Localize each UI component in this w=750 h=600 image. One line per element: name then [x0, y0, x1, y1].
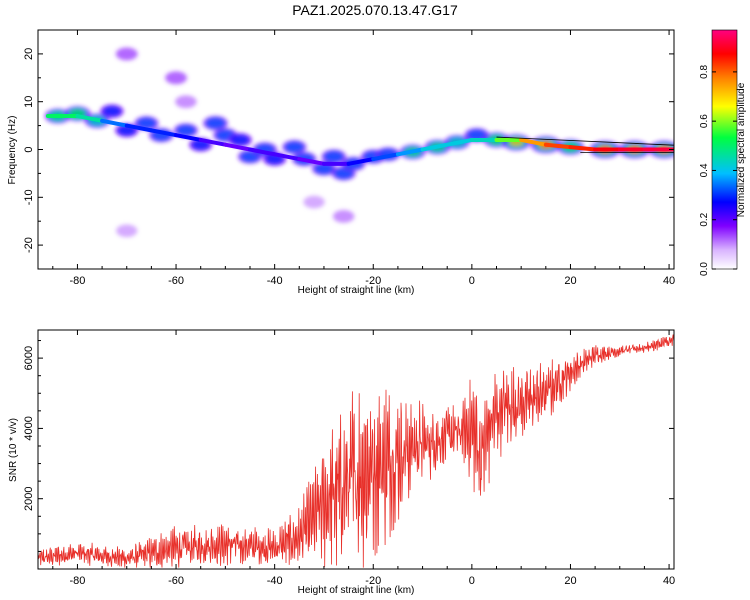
chart-title: PAZ1.2025.070.13.47.G17 — [292, 2, 458, 18]
y-tick-label: 4000 — [23, 416, 35, 440]
colorbar-tick-label: 0.2 — [699, 212, 710, 226]
heatmap-cell — [165, 71, 187, 85]
heatmap-cell — [175, 95, 197, 109]
ridge-segment — [395, 147, 425, 157]
ridge-segment — [100, 118, 129, 128]
colorbar-tick-label: 0.6 — [699, 114, 710, 128]
snr-panel: -80 -60 -40 -20 0 20 40 2000 4000 6000 Height of… — [8, 329, 675, 596]
heatmap-cell — [333, 167, 354, 180]
x-tick-label: -20 — [365, 575, 381, 587]
ridge-segment — [149, 128, 179, 138]
ridge-edge-line — [496, 136, 674, 146]
heatmap-cell — [175, 124, 196, 137]
heatmap-cell — [115, 47, 138, 61]
x-tick-label: 0 — [469, 575, 475, 587]
snr-series-line — [38, 334, 674, 568]
colorbar-ticks: 0.0 0.2 0.4 0.6 0.8 — [699, 64, 737, 276]
top-x-axis: -80 -60 -40 -20 0 20 40 — [52, 30, 675, 287]
ridge-segment — [346, 157, 376, 166]
heatmap-layer — [44, 47, 674, 238]
top-y-axis: -20 -10 0 10 20 — [23, 29, 674, 270]
colorbar-tick-label: 0.8 — [699, 64, 710, 78]
ridge-segment — [519, 137, 548, 147]
heatmap-cell — [230, 134, 250, 146]
x-tick-label: 40 — [663, 575, 675, 587]
ridge-segment — [272, 152, 302, 162]
bottom-x-axis: -80 -60 -40 -20 0 20 40 — [52, 330, 675, 587]
heatmap-cell — [303, 195, 325, 209]
ridge-segment — [568, 145, 598, 152]
x-tick-label: -60 — [168, 275, 184, 287]
x-tick-label: -20 — [365, 275, 381, 287]
top-x-axis-label: Height of straight line (km) — [298, 285, 415, 296]
spectrogram-panel: -80 -60 -40 -20 0 20 40 -20 -10 0 10 20 Height of … — [7, 29, 675, 296]
bottom-y-axis-label: SNR (10 * v/v) — [8, 418, 19, 482]
ridge-segment — [223, 142, 252, 152]
ridge-segment — [371, 152, 400, 162]
heatmap-cell — [116, 224, 138, 238]
heatmap-cell — [332, 210, 355, 223]
x-tick-label: -60 — [168, 575, 184, 587]
snr-frame — [37, 329, 675, 570]
ridge-segment — [124, 123, 154, 133]
ridge-segment — [248, 147, 277, 157]
ridge-segment — [445, 137, 474, 147]
ridge-segment — [198, 137, 228, 147]
heatmap-cell — [323, 150, 344, 163]
y-tick-label: 6000 — [23, 346, 35, 370]
x-tick-label: 0 — [469, 275, 475, 287]
heatmap-cell — [102, 105, 122, 117]
y-tick-label: 2000 — [23, 486, 35, 510]
colorbar-tick-label: 0.0 — [699, 262, 710, 276]
x-tick-label: 20 — [564, 275, 576, 287]
colorbar-gradient — [711, 29, 738, 270]
y-tick-label: -10 — [23, 189, 35, 205]
x-tick-label: 40 — [663, 275, 675, 287]
y-tick-label: 20 — [23, 48, 35, 60]
y-tick-label: 10 — [23, 96, 35, 108]
top-y-axis-label: Frequency (Hz) — [7, 116, 18, 185]
bottom-y-axis: 2000 4000 6000 — [23, 340, 674, 552]
ridge-segment — [420, 142, 450, 152]
colorbar: 0.0 0.2 0.4 0.6 0.8 Normalized spectral ampl… — [699, 29, 747, 276]
colorbar-tick-label: 0.4 — [699, 163, 710, 177]
ridge-segment — [297, 157, 326, 166]
colorbar-label: Normalized spectral amplitude — [736, 82, 747, 217]
ridge-segment — [75, 114, 105, 123]
x-tick-label: -80 — [69, 275, 85, 287]
heatmap-cell — [284, 141, 305, 153]
y-tick-label: 0 — [23, 146, 35, 152]
ridge-segment — [174, 133, 203, 142]
x-tick-label: -80 — [69, 575, 85, 587]
x-tick-label: -40 — [267, 575, 283, 587]
x-tick-label: 20 — [564, 575, 576, 587]
heatmap-cell — [136, 117, 157, 129]
x-tick-label: -40 — [267, 275, 283, 287]
bottom-x-axis-label: Height of straight line (km) — [298, 585, 415, 596]
y-tick-label: -20 — [23, 237, 35, 253]
heatmap-cell — [205, 117, 226, 130]
ridge-segment — [543, 142, 573, 150]
